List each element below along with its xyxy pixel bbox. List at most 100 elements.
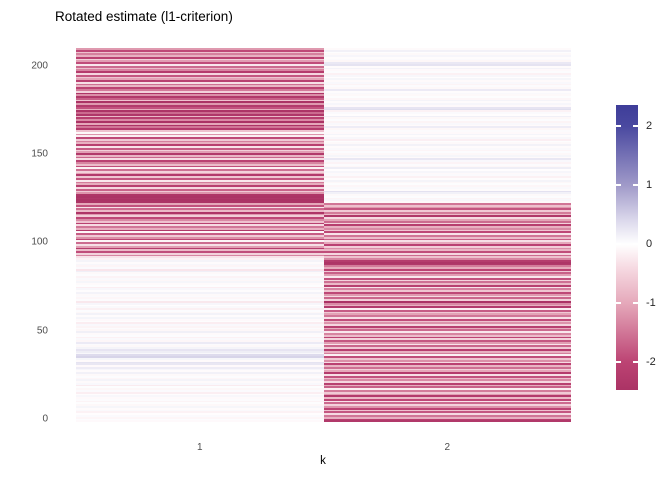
heatmap-cell	[76, 340, 324, 342]
heatmap-cell	[323, 144, 571, 146]
heatmap-cell	[76, 409, 324, 412]
heatmap-cell	[323, 197, 571, 200]
heatmap-cell	[323, 395, 571, 398]
heatmap-cell	[323, 281, 571, 284]
heatmap-cell	[76, 92, 324, 95]
heatmap-cell	[76, 133, 324, 136]
heatmap-cell	[76, 101, 324, 104]
heatmap-cell	[323, 115, 571, 118]
heatmap-cell	[76, 333, 324, 335]
heatmap-cell	[323, 414, 571, 417]
heatmap-cell	[323, 151, 571, 154]
heatmap-cell	[76, 105, 324, 107]
heatmap-cell	[323, 227, 571, 230]
heatmap-cell	[323, 222, 571, 225]
heatmap-cell	[323, 124, 571, 127]
heatmap-cell	[76, 80, 324, 82]
heatmap-cell	[323, 137, 571, 139]
heatmap-cell	[76, 349, 324, 351]
heatmap-cell	[323, 413, 571, 415]
heatmap-cell	[76, 112, 324, 114]
heatmap-cell	[76, 210, 324, 212]
heatmap-cell	[76, 113, 324, 116]
heatmap-cell	[76, 172, 324, 175]
heatmap-cell	[323, 315, 571, 317]
heatmap-cell	[323, 229, 571, 232]
heatmap-cell	[323, 156, 571, 159]
heatmap-cell	[323, 211, 571, 214]
heatmap-cell	[76, 281, 324, 284]
heatmap-cell	[323, 140, 571, 143]
legend-tick-mark	[616, 302, 621, 305]
heatmap-cell	[76, 256, 324, 259]
legend-tick-label: 1	[646, 179, 653, 192]
heatmap-cell	[76, 69, 324, 72]
heatmap-cell	[76, 290, 324, 293]
heatmap-cell	[76, 78, 324, 81]
heatmap-cell	[76, 76, 324, 79]
heatmap-cell	[323, 213, 571, 216]
heatmap-cell	[76, 190, 324, 193]
heatmap-cell	[76, 144, 324, 146]
heatmap-cell	[323, 106, 571, 109]
heatmap-cell	[76, 217, 324, 219]
heatmap-cell	[323, 153, 571, 155]
heatmap-cell	[76, 142, 324, 145]
heatmap-cell	[323, 274, 571, 276]
heatmap-cell	[76, 249, 324, 252]
heatmap-cell	[76, 398, 324, 401]
heatmap-cell	[323, 88, 571, 91]
heatmap-cell	[76, 197, 324, 200]
heatmap-cell	[323, 309, 571, 312]
heatmap-cell	[76, 304, 324, 307]
heatmap-cell	[323, 377, 571, 380]
y-tick-label: 100	[31, 236, 48, 248]
heatmap-cell	[76, 99, 324, 102]
heatmap-cell	[323, 142, 571, 145]
heatmap-cell	[76, 145, 324, 148]
heatmap-cell	[76, 194, 324, 196]
heatmap-cell	[76, 359, 324, 362]
heatmap-cell	[323, 327, 571, 330]
heatmap-cell	[76, 186, 324, 189]
heatmap-cell	[76, 208, 324, 211]
heatmap-cell	[323, 235, 571, 237]
heatmap-cell	[323, 72, 571, 75]
heatmap-cell	[323, 192, 571, 195]
heatmap-cell	[76, 274, 324, 276]
heatmap-cell	[76, 158, 324, 161]
heatmap-cell	[76, 88, 324, 91]
heatmap-cell	[323, 259, 571, 262]
heatmap-cell	[76, 243, 324, 246]
heatmap-cell	[323, 80, 571, 82]
heatmap-cell	[76, 67, 324, 70]
heatmap-cell	[76, 402, 324, 405]
heatmap-cell	[76, 188, 324, 191]
legend-tick-label: 0	[646, 238, 653, 251]
heatmap-cell	[323, 87, 571, 89]
legend-tick-mark	[633, 302, 638, 305]
heatmap-cell	[323, 243, 571, 246]
heatmap-cell	[323, 393, 571, 396]
heatmap-cell	[76, 347, 324, 350]
y-tick-label: 150	[31, 148, 48, 160]
heatmap-cell	[323, 251, 571, 253]
heatmap-cell	[76, 238, 324, 241]
heatmap-cell	[323, 272, 571, 275]
heatmap-cell	[323, 220, 571, 223]
heatmap-cell	[76, 122, 324, 125]
heatmap-cell	[323, 64, 571, 66]
heatmap-cell	[76, 169, 324, 171]
heatmap-cell	[76, 74, 324, 77]
heatmap-cell	[76, 236, 324, 239]
heatmap-cell	[76, 251, 324, 253]
heatmap-cell	[323, 279, 571, 282]
heatmap-cell	[76, 418, 324, 421]
heatmap-cell	[76, 219, 324, 221]
heatmap-cell	[76, 72, 324, 75]
heatmap-cell	[323, 128, 571, 130]
heatmap-cell	[323, 67, 571, 70]
y-tick-label: 200	[31, 60, 48, 72]
heatmap-cell	[76, 286, 324, 289]
heatmap-cell	[323, 293, 571, 296]
